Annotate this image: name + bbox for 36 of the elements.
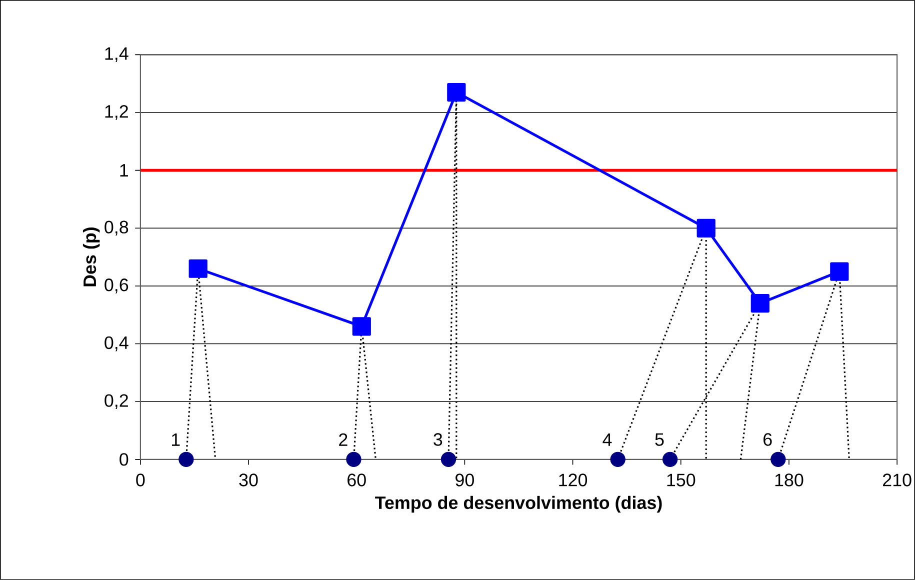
y-tick-label: 0,8: [104, 220, 128, 236]
x-tick-label: 180: [775, 474, 804, 486]
y-tick-label: 1,4: [105, 47, 128, 62]
y-tick-label: 1: [120, 164, 128, 177]
y-tick-label: 0,2: [104, 394, 128, 410]
point: [696, 218, 716, 238]
annotation: 6: [764, 433, 772, 446]
point: [188, 259, 208, 278]
point: [830, 262, 849, 281]
x-tick-label: 90: [456, 474, 474, 486]
x-tick-label: 60: [348, 474, 366, 486]
annotation: 5: [655, 433, 664, 446]
y-axis-title: Des (p): [82, 228, 100, 286]
point: [610, 452, 626, 468]
point: [346, 452, 362, 468]
point: [770, 452, 786, 468]
y-tick-label: 0,4: [104, 336, 128, 352]
annotation: 3: [434, 433, 442, 446]
y-tick-label: 1,2: [105, 105, 128, 120]
annotation: 2: [339, 433, 348, 446]
y-tick-label: 0: [120, 453, 128, 466]
x-tick-label: 210: [882, 474, 912, 486]
point: [440, 452, 456, 468]
point: [178, 452, 194, 468]
x-tick-label: 150: [667, 474, 696, 486]
x-tick-label: 30: [239, 474, 258, 486]
annotation: 4: [602, 434, 612, 446]
x-tick-label: 0: [136, 474, 145, 486]
x-tick-label: 120: [559, 474, 588, 486]
annotation: 1: [172, 434, 180, 446]
point: [662, 452, 678, 468]
point: [352, 317, 371, 336]
point: [750, 294, 770, 313]
y-tick-label: 0,6: [104, 278, 128, 294]
x-axis-title: Tempo de desenvolvimento (dias): [375, 496, 662, 513]
point: [447, 83, 466, 102]
